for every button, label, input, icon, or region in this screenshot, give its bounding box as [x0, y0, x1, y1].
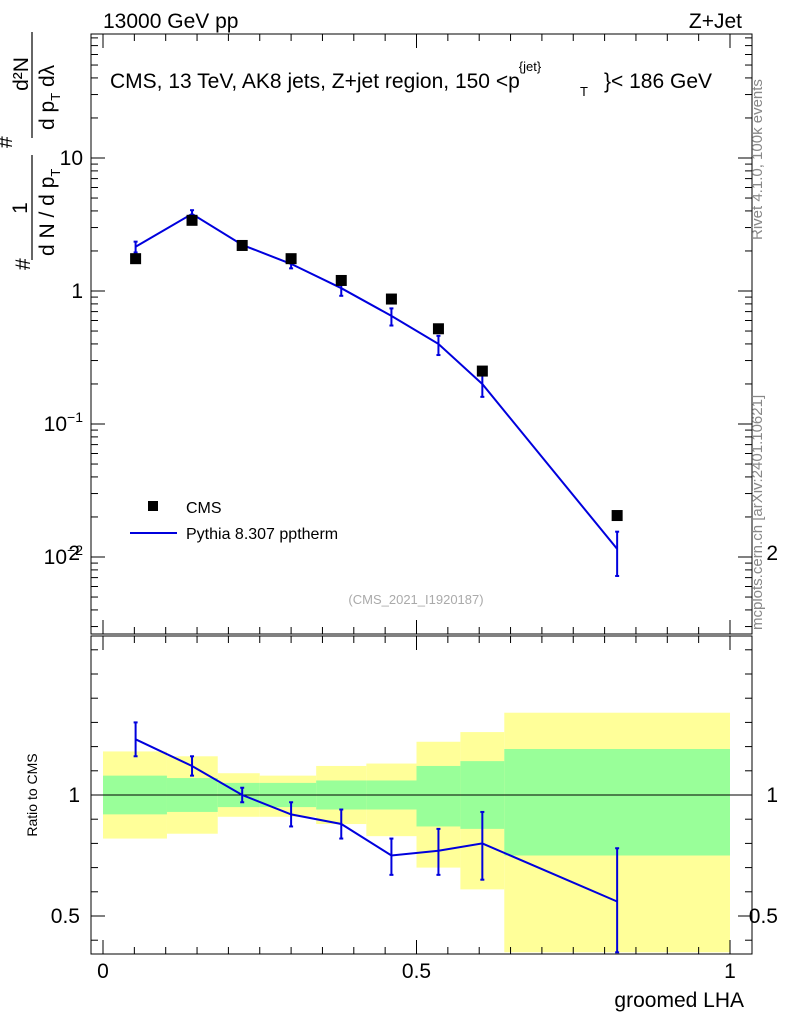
plot-title-main: CMS, 13 TeV, AK8 jets, Z+jet region, 150… — [110, 70, 520, 93]
ylabel-den2: d pT dλ — [36, 64, 63, 130]
ratio-xtick-label: 0.5 — [402, 960, 431, 983]
main-plot-frame — [90, 33, 753, 635]
plot-title-end: }< 186 GeV — [604, 70, 712, 93]
main-ytick-label: 10−2 — [44, 542, 84, 569]
mc-line — [135, 212, 618, 550]
ratio-ytick-label-right: 0.5 — [749, 905, 778, 928]
axis-ticks: 10−2 10−1 1 10 0 0.5 1 0.5 0.5 1 1 2 2 — [44, 34, 778, 983]
header-left: 13000 GeV pp — [103, 10, 238, 33]
ratio-inner-band — [416, 765, 461, 827]
header-right: Z+Jet — [689, 10, 742, 33]
ratio-mc-layer — [133, 721, 620, 954]
ratio-xtick-label: 1 — [724, 960, 736, 983]
main-ytick-label: 1 — [71, 280, 83, 303]
ratio-xtick-label: 0 — [97, 960, 109, 983]
cms-data-point — [611, 510, 623, 522]
ylabel-num2: d²N — [10, 57, 33, 91]
cms-data-point — [285, 253, 297, 265]
cms-data-point — [186, 214, 198, 226]
mcplots-label: mcplots.cern.ch [arXiv:2401.10621] — [749, 395, 766, 630]
analysis-id: (CMS_2021_I1920187) — [348, 592, 483, 607]
main-ytick-label: 10−1 — [44, 409, 84, 436]
ylabel-hash2: # — [0, 136, 17, 148]
cms-data-point — [130, 253, 142, 265]
main-mc-layer — [133, 209, 620, 577]
plot-title: CMS, 13 TeV, AK8 jets, Z+jet region, 150… — [110, 59, 542, 93]
ratio-ytick-label-left: 2 — [68, 542, 80, 565]
legend-pythia-label: Pythia 8.307 pptherm — [186, 526, 338, 543]
main-data-layer — [130, 214, 623, 522]
ratio-ylabel: Ratio to CMS — [24, 753, 40, 836]
plot-title-sub: T — [580, 84, 588, 99]
ratio-ytick-label-left: 0.5 — [51, 905, 80, 928]
ratio-ytick-label-left: 1 — [68, 784, 80, 807]
cms-data-point — [335, 274, 347, 286]
cms-data-point — [476, 365, 488, 377]
main-ytick-label: 10 — [60, 147, 83, 170]
cms-data-point — [385, 293, 397, 305]
ylabel-den1: d N / d pT — [36, 169, 63, 256]
cms-data-point — [432, 323, 444, 335]
cms-data-point — [236, 239, 248, 251]
plot-title-sup: {jet} — [519, 59, 542, 74]
ratio-bands-layer — [91, 712, 752, 953]
legend-cms-label: CMS — [186, 500, 222, 517]
ylabel-num1: 1 — [9, 202, 32, 214]
ratio-ytick-label-right: 1 — [766, 784, 778, 807]
rivet-label: Rivet 4.1.0, 100k events — [749, 79, 766, 240]
ratio-ytick-label-right: 2 — [766, 542, 778, 565]
ratio-inner-band — [504, 749, 730, 856]
ratio-xlabel: groomed LHA — [614, 989, 744, 1012]
main-ylabel: # 1 d N / d pT # d²N d pT dλ — [0, 32, 63, 270]
ylabel-hash1: # — [12, 258, 35, 270]
legend-cms-marker — [148, 501, 158, 511]
